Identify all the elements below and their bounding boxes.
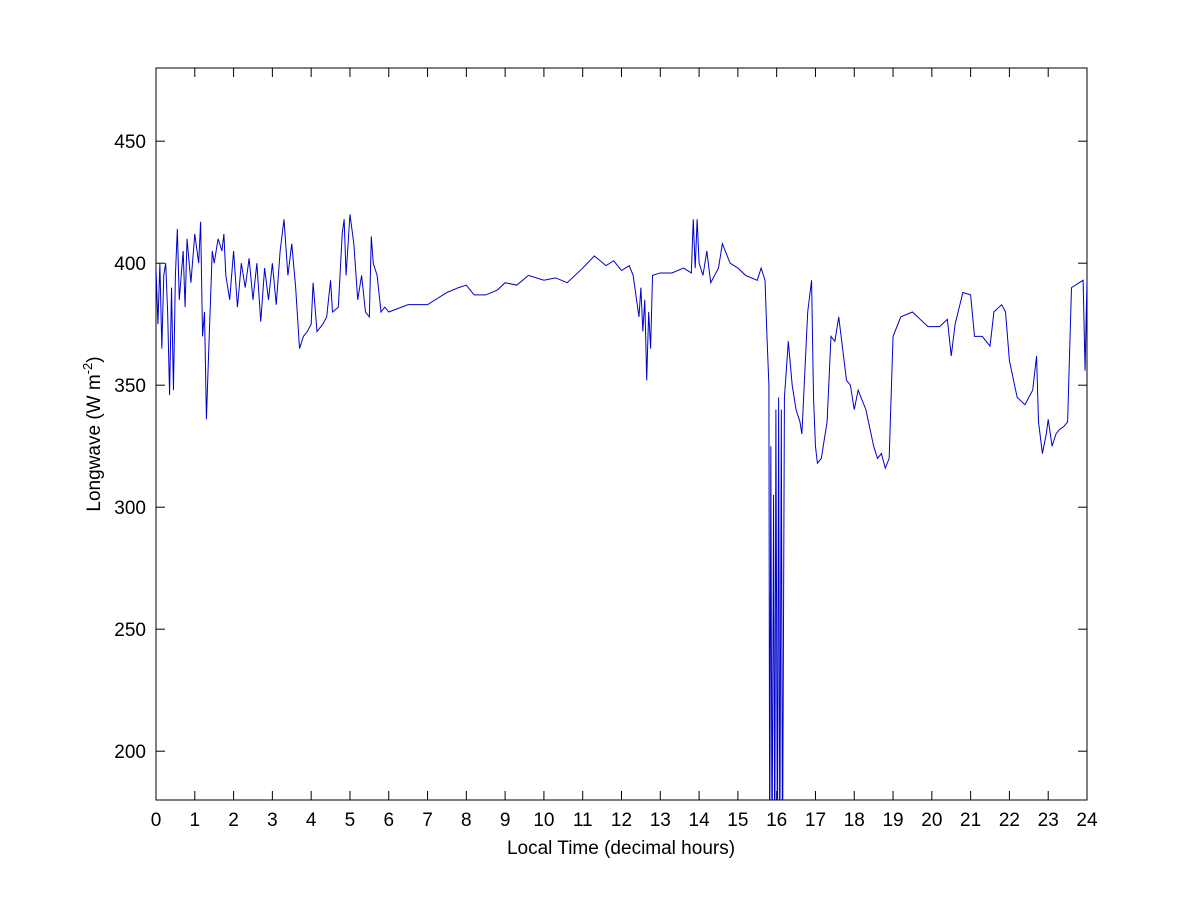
y-axis-label-main: Longwave (W m (84, 374, 105, 511)
x-tick-label: 7 (422, 810, 433, 831)
y-tick-label: 200 (114, 742, 146, 763)
x-axis-label: Local Time (decimal hours) (507, 838, 735, 859)
data-line (156, 214, 1087, 800)
x-tick-label: 23 (1038, 810, 1059, 831)
x-tick-label: 3 (267, 810, 278, 831)
x-tick-label: 21 (960, 810, 981, 831)
x-tick-label: 13 (650, 810, 671, 831)
y-tick-label: 450 (114, 132, 146, 153)
x-tick-label: 24 (1076, 810, 1098, 831)
y-axis-label-end: ) (84, 356, 105, 362)
x-tick-label: 22 (999, 810, 1020, 831)
x-tick-label: 9 (500, 810, 511, 831)
x-tick-label: 15 (727, 810, 748, 831)
x-tick-label: 17 (805, 810, 826, 831)
plot-area (155, 67, 1088, 801)
x-tick-label: 1 (190, 810, 201, 831)
x-tick-label: 10 (533, 810, 554, 831)
x-tick-label: 18 (844, 810, 865, 831)
y-axis-label-sup: -2 (80, 363, 95, 375)
x-tick-label: 16 (766, 810, 787, 831)
x-tick-label: 14 (689, 810, 711, 831)
y-axis-label: Longwave (W m-2) (80, 356, 105, 511)
x-tick-label: 5 (345, 810, 356, 831)
y-tick-label: 400 (114, 254, 146, 275)
x-tick-label: 20 (921, 810, 942, 831)
x-tick-label: 12 (611, 810, 632, 831)
x-tick-label: 0 (151, 810, 162, 831)
y-tick-label: 250 (114, 620, 146, 641)
x-tick-label: 8 (461, 810, 472, 831)
y-tick-label: 300 (114, 498, 146, 519)
x-tick-label: 4 (306, 810, 317, 831)
y-tick-label: 350 (114, 376, 146, 397)
x-tick-label: 2 (228, 810, 239, 831)
x-tick-label: 19 (882, 810, 903, 831)
x-tick-label: 11 (573, 810, 593, 831)
x-tick-label: 6 (383, 810, 394, 831)
